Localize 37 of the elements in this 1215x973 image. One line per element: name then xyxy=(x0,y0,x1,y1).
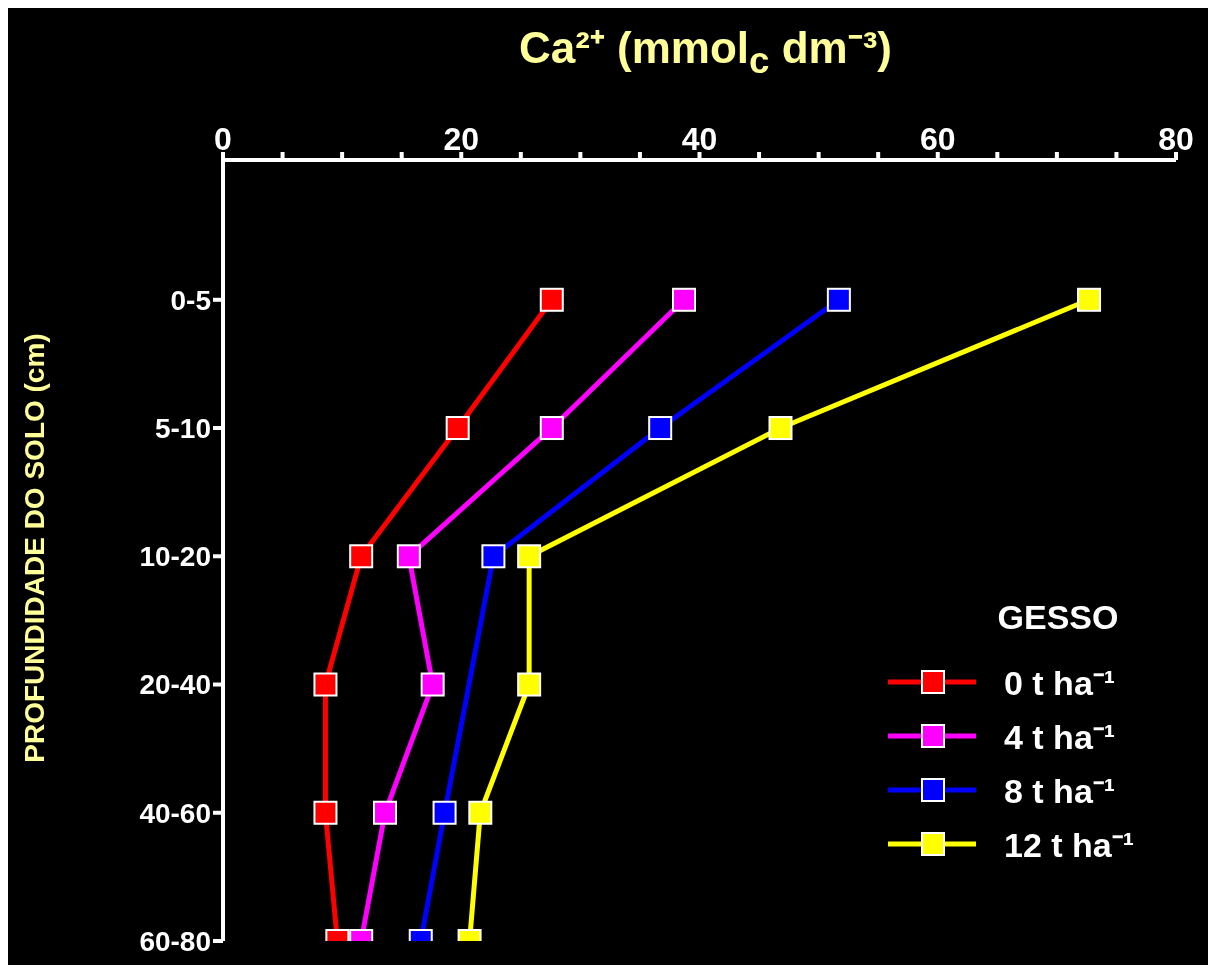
y-axis-title: PROFUNDIDADE DO SOLO (cm) xyxy=(18,332,51,765)
point xyxy=(420,672,445,697)
x-axis-title: Ca²⁺ (mmol$_{c}$ dm⁻³) xyxy=(517,22,893,82)
point xyxy=(481,544,506,569)
y-tick-label: 40-60 xyxy=(139,797,211,829)
y-tick-label: 20-40 xyxy=(139,669,211,701)
point xyxy=(1077,287,1102,312)
legend-label: 8 t ha⁻¹ xyxy=(1004,771,1116,812)
point xyxy=(826,287,851,312)
point xyxy=(517,672,542,697)
legend-label: 12 t ha⁻¹ xyxy=(1004,825,1135,866)
point xyxy=(313,800,338,825)
legend-title: GESSO xyxy=(996,598,1120,637)
point xyxy=(349,544,374,569)
point xyxy=(768,416,793,441)
y-tick-label: 60-80 xyxy=(139,925,211,957)
point xyxy=(396,544,421,569)
x-tick-label: 0 xyxy=(214,121,232,157)
x-tick-label: 20 xyxy=(443,121,480,157)
point xyxy=(468,800,493,825)
x-tick-label: 80 xyxy=(1158,121,1194,157)
point xyxy=(648,416,673,441)
y-tick-label: 10-20 xyxy=(139,541,211,573)
x-tick-label: 60 xyxy=(919,121,956,157)
x-tick-label: 40 xyxy=(681,121,718,157)
point xyxy=(432,800,457,825)
legend-label: 4 t ha⁻¹ xyxy=(1004,717,1116,758)
point xyxy=(373,800,398,825)
point xyxy=(313,672,338,697)
point xyxy=(445,416,470,441)
point xyxy=(539,416,564,441)
legend-label: 0 t ha⁻¹ xyxy=(1004,663,1116,704)
point xyxy=(517,544,542,569)
y-tick-label: 0-5 xyxy=(170,284,211,316)
point xyxy=(539,287,564,312)
y-tick-label: 5-10 xyxy=(154,412,211,444)
point xyxy=(672,287,697,312)
